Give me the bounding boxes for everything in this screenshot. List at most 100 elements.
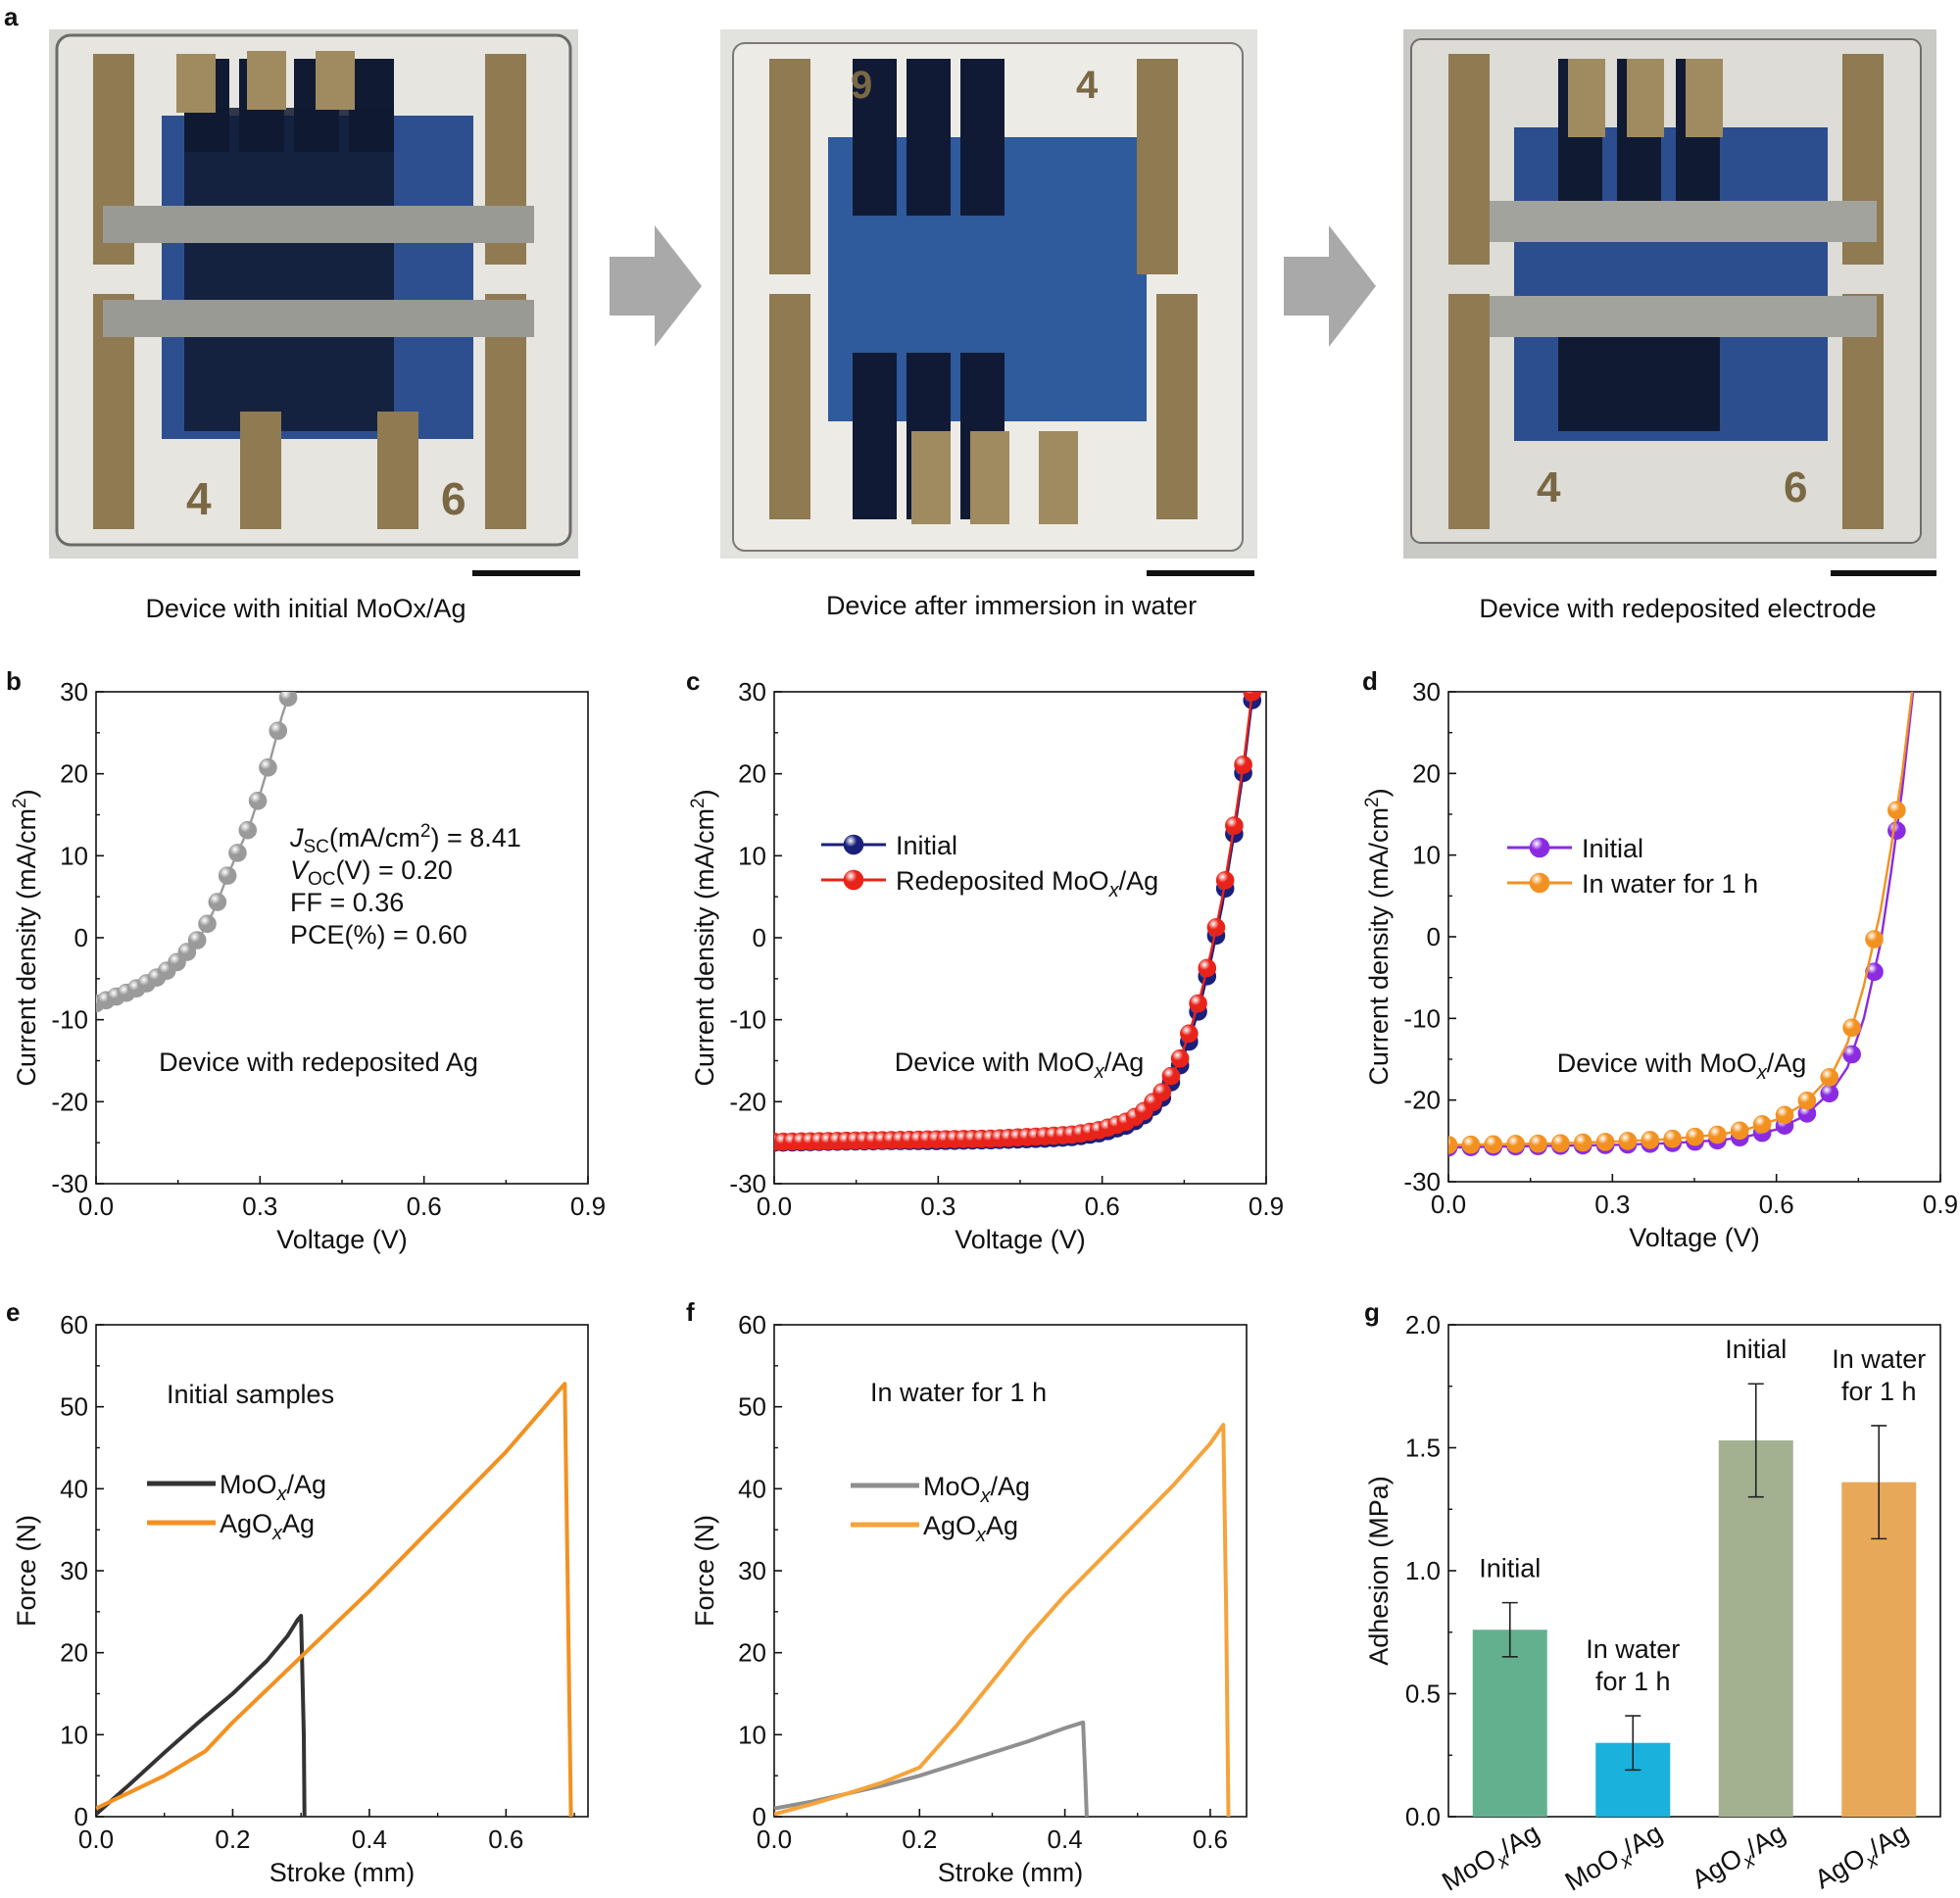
series-line [774, 1423, 1231, 1817]
y-tick-label: 0.0 [1405, 1802, 1441, 1831]
legend-label: Redeposited MoOx/Ag [896, 866, 1158, 901]
y-tick-label: 10 [60, 841, 88, 870]
data-point [228, 844, 247, 862]
data-point [1448, 1136, 1458, 1154]
x-tick-label: 0.3 [242, 1192, 277, 1221]
data-point [1152, 1083, 1172, 1101]
y-tick-label: 0 [753, 923, 766, 952]
chart-annotation: Initial samples [167, 1380, 334, 1409]
data-point [1887, 821, 1906, 840]
legend-label: MoOx/Ag [220, 1470, 326, 1505]
panel-label-g: g [1364, 1297, 1380, 1327]
data-point [259, 757, 277, 777]
x-tick-label: 0.0 [757, 1825, 792, 1854]
scale-bar [1147, 570, 1254, 576]
data-point [1865, 962, 1884, 982]
series-markers [1448, 801, 1906, 1154]
panel-label-a: a [4, 2, 19, 31]
y-tick-label: -10 [729, 1005, 766, 1035]
y-tick-label: 0 [74, 923, 88, 952]
y-tick-label: -30 [729, 1169, 766, 1198]
panel-label-d: d [1362, 666, 1378, 696]
data-point [1730, 1121, 1749, 1141]
data-point [1573, 1133, 1592, 1152]
pad-number: 9 [851, 64, 872, 107]
series-line [96, 1382, 573, 1817]
chart-annotation: Device with MoOx/Ag [1557, 1048, 1807, 1084]
data-point [177, 943, 197, 961]
data-point [248, 791, 268, 810]
plot-frame [773, 691, 1267, 1185]
category-label: AgOx/Ag [1810, 1818, 1917, 1898]
x-tick-label: 0.0 [78, 1192, 114, 1221]
y-tick-label: -10 [51, 1005, 88, 1035]
y-tick-label: 30 [60, 677, 88, 706]
x-tick-label: 0.0 [1431, 1190, 1466, 1219]
photo-initial-device: 4 6 [49, 29, 578, 559]
bar-label: for 1 h [1841, 1377, 1917, 1406]
y-axis-label: Current density (mA/cm2) [1362, 788, 1394, 1085]
y-tick-label: -10 [1403, 1003, 1441, 1033]
data-point [1820, 1068, 1839, 1087]
x-tick-label: 0.6 [1193, 1825, 1228, 1854]
metric-line: PCE(%) = 0.60 [290, 920, 467, 949]
y-tick-label: 20 [1412, 758, 1441, 788]
x-tick-label: 0.3 [1594, 1190, 1630, 1219]
y-axis-label: Current density (mA/cm2) [10, 789, 41, 1086]
x-tick-label: 0.6 [488, 1825, 523, 1854]
data-point [1189, 994, 1207, 1013]
y-tick-label: 10 [738, 841, 766, 870]
data-point [1206, 918, 1226, 937]
legend-label: In water for 1 h [1582, 869, 1758, 899]
y-axis-label: Force (N) [690, 1515, 719, 1627]
pad-number: 4 [1076, 64, 1099, 107]
bar-label: for 1 h [1595, 1667, 1671, 1696]
x-axis-label: Voltage (V) [955, 1225, 1086, 1254]
data-point [1461, 1135, 1481, 1154]
legend-label: Initial [1582, 834, 1643, 863]
data-point [1215, 871, 1235, 890]
y-tick-label: 20 [738, 759, 766, 789]
y-tick-label: 0.5 [1405, 1679, 1441, 1709]
bar [1472, 1630, 1547, 1817]
bar-label: Initial [1725, 1335, 1787, 1364]
y-tick-label: 40 [60, 1474, 88, 1503]
legend-marker [1529, 872, 1550, 894]
data-point [198, 914, 217, 934]
data-point [1752, 1115, 1772, 1134]
y-tick-label: 60 [60, 1310, 88, 1339]
data-point [1686, 1127, 1704, 1146]
data-point [1506, 1135, 1525, 1153]
data-point [278, 692, 298, 707]
pad-number: 6 [441, 473, 466, 524]
pad-number: 4 [1537, 463, 1561, 511]
x-tick-label: 0.4 [1048, 1825, 1083, 1854]
legend-label: MoOx/Ag [923, 1472, 1030, 1507]
y-tick-label: 30 [738, 1556, 766, 1585]
y-tick-label: 1.5 [1405, 1434, 1441, 1463]
data-point [1529, 1134, 1547, 1153]
caption-photo-3: Device with redeposited electrode [1479, 594, 1876, 623]
bar-label: Initial [1479, 1554, 1541, 1583]
data-point [1887, 801, 1906, 820]
data-point [1243, 692, 1262, 702]
caption-photo-2: Device after immersion in water [826, 591, 1197, 620]
bar [1718, 1439, 1793, 1817]
x-axis-label: Voltage (V) [1629, 1223, 1760, 1252]
x-tick-label: 0.0 [78, 1825, 114, 1854]
legend-label: AgOxAg [923, 1511, 1018, 1546]
y-tick-label: 0 [1427, 922, 1441, 951]
photo-immersed-device: 9 4 [720, 29, 1257, 559]
y-tick-label: -20 [729, 1087, 766, 1116]
x-tick-label: 0.2 [902, 1825, 937, 1854]
legend-marker [843, 834, 864, 855]
metric-line: FF = 0.36 [290, 888, 404, 917]
scale-bar [1831, 570, 1936, 576]
data-point [1595, 1133, 1615, 1151]
series-markers [96, 692, 298, 1013]
pad-number: 6 [1784, 463, 1807, 511]
scale-bar [472, 570, 580, 576]
y-axis-label: Adhesion (MPa) [1364, 1476, 1394, 1666]
data-point [1663, 1129, 1682, 1148]
y-tick-label: 20 [60, 1638, 88, 1668]
